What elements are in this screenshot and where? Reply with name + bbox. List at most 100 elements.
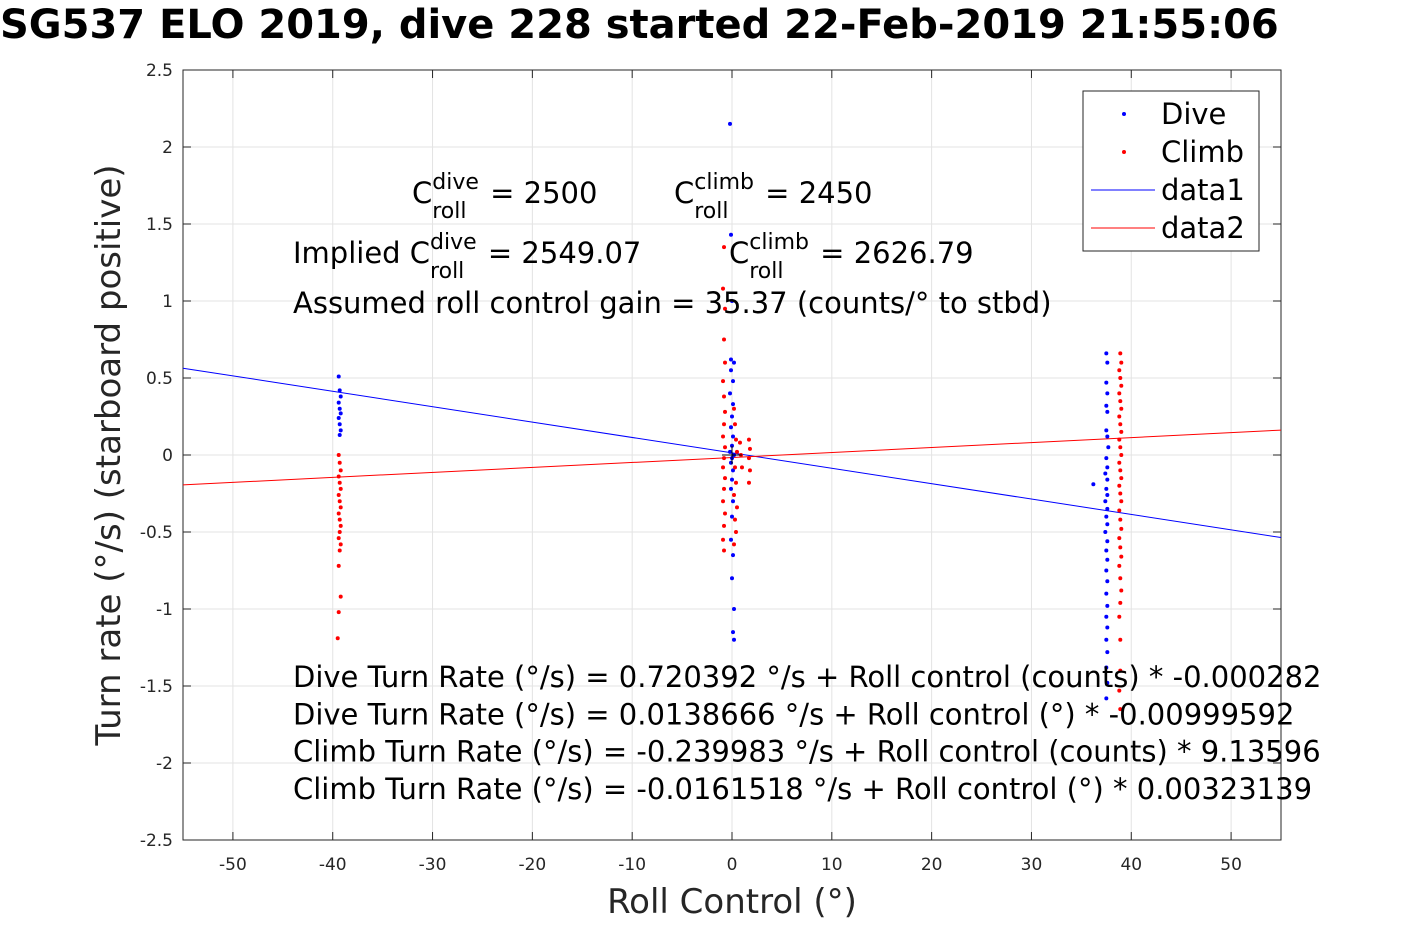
dive-point <box>1091 482 1096 487</box>
dive-point <box>337 432 342 437</box>
dive-point <box>1105 625 1110 630</box>
climb-point <box>747 468 752 473</box>
dive-point <box>728 121 733 126</box>
climb-point <box>722 548 727 553</box>
climb-point <box>1117 414 1122 419</box>
climb-point <box>335 636 340 641</box>
dive-point <box>1105 477 1110 482</box>
equation-3: Climb Turn Rate (°/s) = -0.239983 °/s + … <box>293 735 1321 769</box>
y-tick-label: 2 <box>162 138 173 158</box>
climb-point <box>1119 588 1124 593</box>
y-tick-label: -2 <box>156 754 173 774</box>
dive-point <box>1105 465 1110 470</box>
chart-title: SG537 ELO 2019, dive 228 started 22-Feb-… <box>0 2 1279 48</box>
dive-point <box>1105 680 1110 685</box>
dive-point <box>1104 614 1109 619</box>
dive-point <box>729 368 734 373</box>
climb-point <box>1119 360 1124 365</box>
equation-2: Dive Turn Rate (°/s) = 0.0138666 °/s + R… <box>293 697 1294 731</box>
climb-point <box>1119 453 1124 457</box>
climb-point <box>336 474 341 479</box>
climb-point <box>734 449 739 454</box>
y-tick-label: -0.5 <box>140 523 173 543</box>
dive-point <box>337 422 342 427</box>
x-tick-label: -50 <box>219 855 247 875</box>
climb-point <box>1118 399 1123 404</box>
climb-point <box>336 610 341 615</box>
climb-point <box>1118 351 1123 356</box>
dive-point <box>1105 409 1110 414</box>
climb-point <box>338 542 343 547</box>
climb-point <box>1118 468 1123 473</box>
climb-point <box>1117 508 1122 513</box>
x-tick-label: -10 <box>618 855 646 875</box>
dive-point <box>730 379 735 384</box>
climb-point <box>722 337 727 342</box>
dive-point <box>338 411 343 416</box>
c-roll-climb-annotation-sub: roll <box>694 199 728 224</box>
dive-point <box>1104 665 1109 670</box>
x-tick-label: 0 <box>727 855 738 875</box>
climb-point <box>337 517 342 522</box>
climb-point <box>746 437 751 442</box>
climb-point <box>722 394 727 399</box>
dive-point <box>730 477 734 482</box>
y-axis-label: Turn rate (°/s) (starboard positive) <box>89 164 129 746</box>
climb-point <box>1117 368 1122 373</box>
climb-point <box>337 480 342 485</box>
dive-point <box>730 499 735 504</box>
dive-point <box>1105 603 1110 608</box>
climb-point <box>733 530 738 534</box>
dive-point <box>338 428 343 433</box>
climb-point <box>338 468 343 473</box>
climb-point <box>731 542 736 547</box>
dive-point <box>730 402 735 407</box>
y-tick-label: 0 <box>162 446 173 466</box>
c-roll-dive-annotation-sub: roll <box>432 199 466 224</box>
equation-4: Climb Turn Rate (°/s) = -0.0161518 °/s +… <box>293 772 1312 806</box>
climb-point <box>1118 637 1123 642</box>
dive-point <box>1104 568 1109 573</box>
dive-point <box>1104 456 1109 461</box>
climb-point <box>722 422 727 427</box>
climb-point <box>338 505 343 510</box>
x-tick-label: 50 <box>1220 855 1242 875</box>
dive-point <box>1105 650 1110 655</box>
gain-annotation: Assumed roll control gain = 35.37 (count… <box>293 286 1052 320</box>
x-tick-label: -40 <box>319 855 347 875</box>
y-tick-label: 1 <box>162 292 173 312</box>
climb-point <box>1119 383 1124 388</box>
climb-point <box>1118 545 1123 550</box>
legend-label: data2 <box>1161 211 1245 245</box>
y-tick-label: 1.5 <box>146 215 173 235</box>
dive-point <box>728 391 733 396</box>
dive-point <box>1103 499 1108 504</box>
climb-point <box>1118 668 1123 673</box>
climb-point <box>1117 563 1122 568</box>
dive-point <box>730 414 734 419</box>
dive-point <box>336 400 341 405</box>
dive-point <box>731 637 736 642</box>
climb-point <box>1118 422 1123 427</box>
dive-point <box>1103 530 1108 534</box>
dive-point <box>1104 428 1109 433</box>
climb-point <box>732 517 737 522</box>
axes: -50 -40 -30 -20 -10 0 10 20 30 40 50-2.5-2-1.5-1-0… <box>89 61 1282 922</box>
implied-climb-annotation-sub: roll <box>749 259 783 284</box>
dive-point <box>731 607 736 611</box>
y-tick-label: -2.5 <box>140 831 173 851</box>
c-roll-climb-annotation: Cclimb = 2450 <box>674 170 873 210</box>
climb-point <box>1117 460 1122 465</box>
dive-point <box>1105 493 1110 498</box>
climb-point <box>336 453 341 457</box>
climb-point <box>336 563 341 568</box>
x-tick-label: -20 <box>518 855 546 875</box>
dive-point <box>1104 380 1109 385</box>
climb-point <box>722 523 727 528</box>
x-tick-label: 10 <box>821 855 843 875</box>
dive-point <box>1105 522 1110 527</box>
dive-point <box>1104 351 1109 356</box>
climb-point <box>731 406 736 411</box>
